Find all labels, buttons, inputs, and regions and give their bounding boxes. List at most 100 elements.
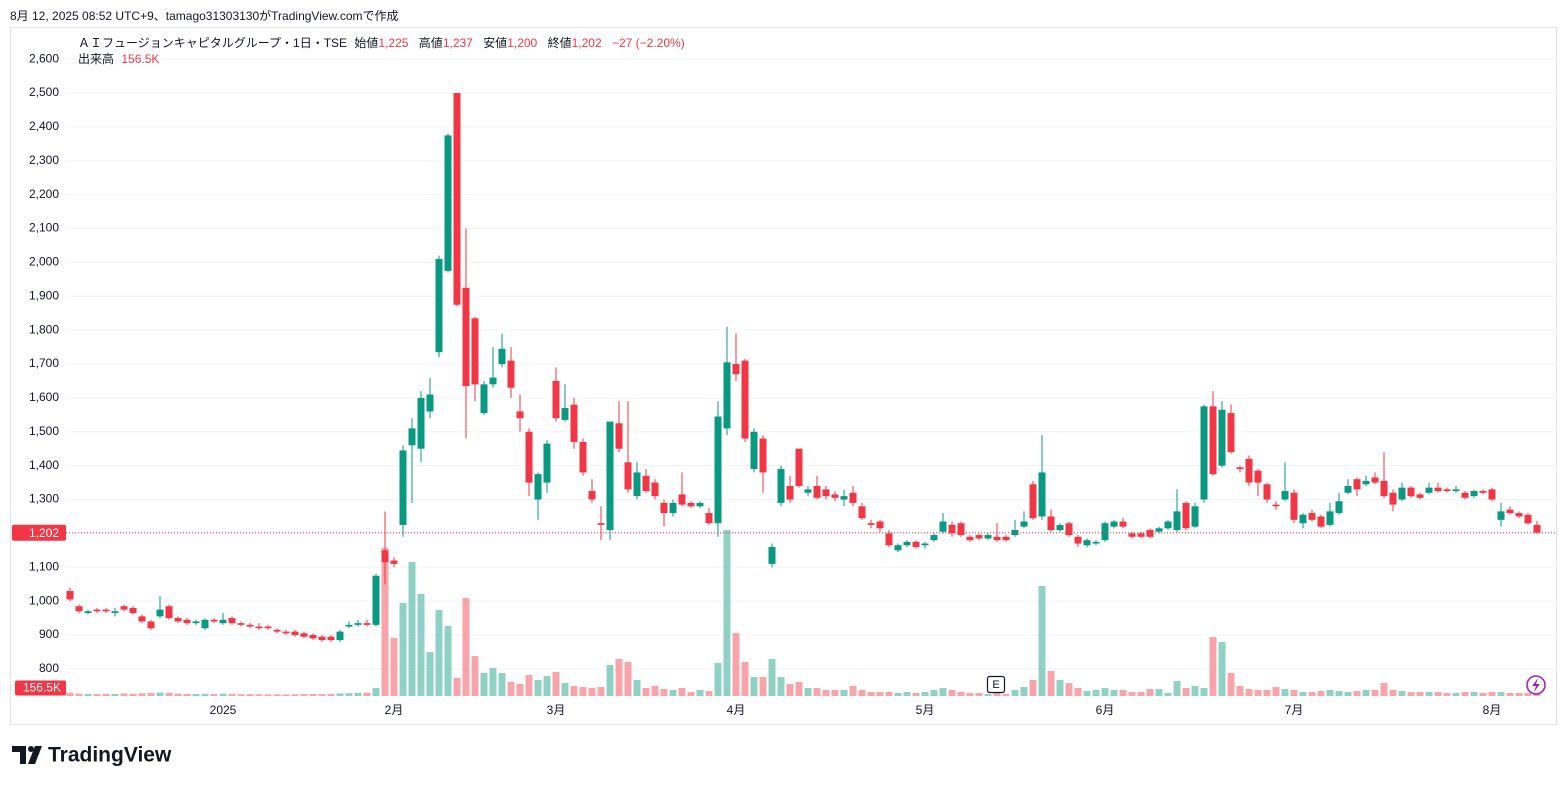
candle-body: [426, 394, 434, 412]
logo-mark-v: [28, 746, 42, 764]
volume-bar: [912, 692, 920, 696]
volume-bar: [786, 684, 794, 696]
volume-bar: [894, 692, 902, 696]
candle-body: [876, 521, 884, 529]
candle-body: [1524, 514, 1532, 524]
y-tick-label: 2,200: [29, 187, 59, 201]
volume-bar: [939, 688, 947, 696]
events-bolt: [1532, 678, 1540, 692]
volume-bar: [849, 685, 857, 696]
candle-body: [1155, 528, 1163, 532]
candle-body: [687, 502, 695, 507]
caption: 8月 12, 2025 08:52 UTC+9、tamago31303130がT…: [10, 9, 399, 23]
volume-bar: [1308, 692, 1316, 696]
volume-bar: [1110, 689, 1118, 696]
logo[interactable]: TradingView: [12, 744, 172, 767]
events-icon[interactable]: [1526, 675, 1546, 695]
volume-bar: [435, 610, 443, 696]
volume-bar: [426, 652, 434, 696]
candle-body: [93, 609, 101, 612]
candle-body: [885, 533, 893, 546]
candle-body: [345, 624, 353, 627]
candle-body: [1182, 502, 1190, 529]
y-tick-label: 1,100: [29, 559, 59, 573]
volume-bar: [129, 693, 137, 696]
candle-body: [597, 523, 605, 525]
candle-body: [480, 384, 488, 414]
candle-body: [1506, 509, 1514, 514]
candle-body: [237, 623, 245, 625]
candle-body: [1434, 487, 1442, 492]
candle-body: [156, 609, 164, 617]
volume-bar: [705, 691, 713, 696]
volume-bar: [579, 687, 587, 696]
volume-bar: [1074, 688, 1082, 696]
volume-bar: [480, 672, 488, 696]
candle-body: [435, 259, 443, 353]
earnings-marker[interactable]: E: [986, 675, 1006, 694]
volume-bar: [1263, 689, 1271, 696]
candle-body: [822, 489, 830, 497]
candle-body: [1380, 480, 1388, 497]
volume-bar: [975, 692, 983, 696]
candle-body: [1407, 487, 1415, 497]
legend: ＡＩフュージョンキャピタルグループ・1日・TSE 始値1,225 高値1,237…: [78, 35, 692, 67]
volume-bar: [1533, 693, 1541, 696]
candle-body: [1371, 477, 1379, 483]
volume-bar: [534, 680, 542, 696]
volume-bar: [300, 694, 308, 696]
volume-bar: [714, 662, 722, 696]
volume-bar: [66, 692, 74, 696]
candle-body: [525, 431, 533, 483]
candle-body: [1344, 485, 1352, 493]
candle-body: [192, 621, 200, 624]
volume-bar: [1020, 687, 1028, 696]
x-tick-label: 4月: [727, 703, 746, 717]
candle-body: [174, 618, 182, 622]
x-tick-label: 3月: [547, 703, 566, 717]
candle-body: [1362, 480, 1370, 485]
volume-bar: [543, 676, 551, 696]
volume-bar: [768, 658, 776, 696]
candle-body: [561, 408, 569, 420]
candle-body: [1218, 409, 1226, 466]
candle-body: [444, 135, 452, 271]
volume-bar: [1452, 692, 1460, 696]
candle-body: [1191, 506, 1199, 527]
volume-bar: [1425, 692, 1433, 696]
legend-symbol: ＡＩフュージョンキャピタルグループ・1日・TSE: [78, 36, 348, 50]
candle-body: [858, 506, 866, 519]
volume-bar: [471, 656, 479, 696]
candle-body: [651, 482, 659, 497]
volume-bar: [210, 694, 218, 696]
candle-body: [705, 513, 713, 524]
candle-body: [759, 438, 767, 473]
earnings-text: E: [992, 679, 999, 691]
candle-body: [498, 348, 506, 365]
y-tick-label: 1,600: [29, 390, 59, 404]
volume-bar: [1353, 691, 1361, 696]
candle-body: [1065, 523, 1073, 536]
candle-body: [1137, 533, 1145, 537]
candle-body: [129, 607, 137, 613]
candle-body: [534, 474, 542, 500]
volume-bar: [345, 693, 353, 696]
candle-body: [255, 626, 263, 629]
candle-body: [1146, 530, 1154, 537]
candle-body: [102, 609, 110, 612]
volume-bar: [813, 688, 821, 696]
legend-volume-label: 出来高: [78, 52, 115, 66]
volume-bar: [174, 693, 182, 696]
candle-body: [930, 535, 938, 541]
volume-bar: [1443, 692, 1451, 696]
volume-bar: [795, 681, 803, 696]
y-tick-label: 2,300: [29, 153, 59, 167]
y-tick-label: 1,700: [29, 356, 59, 370]
candle-body: [282, 631, 290, 634]
chart-frame: [10, 27, 1557, 725]
volume-bar: [489, 668, 497, 696]
candle-body: [786, 485, 794, 500]
volume-bar: [1245, 688, 1253, 696]
volume-bar: [507, 681, 515, 696]
x-tick-label: 2025: [210, 703, 237, 717]
